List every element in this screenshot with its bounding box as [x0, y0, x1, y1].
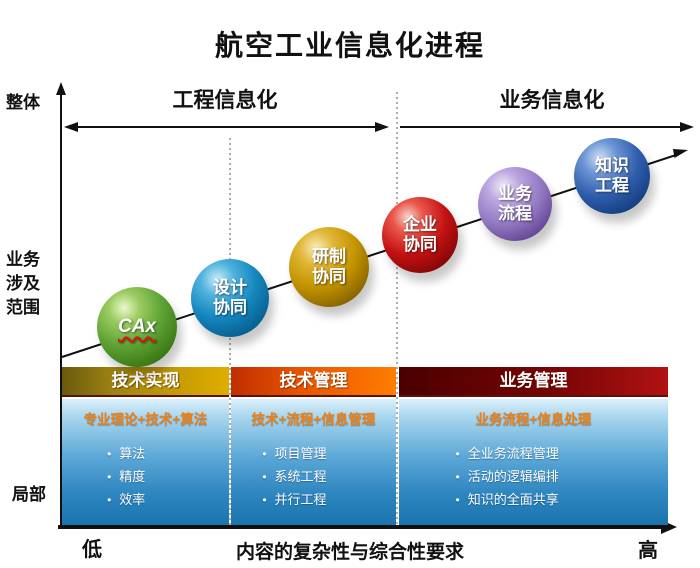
list-item-text: 知识的全面共享 [467, 492, 559, 507]
page-title: 航空工业信息化进程 [214, 30, 485, 61]
x-axis-title: 内容的复杂性与综合性要求 [235, 542, 464, 563]
engineering-span-arrow-left-icon [64, 122, 78, 132]
column-tech-management: 技术+流程+信息管理 • 项目管理 • 系统工程 • 并行工程 [231, 399, 396, 525]
list-item-text: 全业务流程管理 [467, 446, 559, 461]
bullet-icon: • [262, 447, 267, 461]
y-axis-arrow-up-icon [56, 82, 66, 95]
column-1-bullet-list: • 算法 • 精度 • 效率 [62, 443, 229, 508]
sphere-business-process: 业务 流程 [478, 167, 552, 241]
list-item: • 系统工程 [262, 466, 364, 485]
sphere-business-process-line2: 流程 [498, 204, 532, 223]
y-axis-label-middle-line1: 业务 [6, 250, 40, 269]
y-axis-label-middle-line2: 涉及 [6, 274, 40, 293]
list-item-text: 系统工程 [274, 469, 327, 484]
list-item-text: 项目管理 [274, 446, 327, 461]
column-1-header: 专业理论+技术+算法 [83, 412, 208, 427]
column-business-management: 业务流程+信息处理 • 全业务流程管理 • 活动的逻辑编排 • 知识的全面共享 [399, 399, 668, 525]
y-axis-label-middle-line3: 范围 [6, 298, 40, 317]
list-item: • 项目管理 [262, 443, 364, 462]
sphere-knowledge-engineering: 知识 工程 [574, 138, 650, 214]
column-2-bullet-list: • 项目管理 • 系统工程 • 并行工程 [231, 443, 396, 508]
engineering-span-arrow-right-icon [375, 122, 389, 132]
y-axis-label-middle: 业务 涉及 范围 [6, 248, 56, 320]
sphere-knowledge-line2: 工程 [595, 176, 629, 195]
list-item-text: 算法 [119, 446, 146, 461]
x-axis-label-low: 低 [82, 539, 102, 561]
column-2-header: 技术+流程+信息管理 [251, 412, 376, 427]
list-item: • 效率 [107, 489, 184, 508]
bullet-icon: • [262, 470, 267, 484]
list-item: • 精度 [107, 466, 184, 485]
sphere-enterprise-line2: 协同 [403, 235, 437, 254]
sphere-cax-label: CAx [117, 315, 156, 337]
list-item: • 并行工程 [262, 489, 364, 508]
list-item: • 全业务流程管理 [455, 443, 611, 462]
band-business-management: 业务管理 [399, 367, 668, 397]
section-header-engineering: 工程信息化 [172, 89, 278, 112]
sphere-development-collaboration: 研制 协同 [289, 227, 369, 307]
bullet-icon: • [107, 493, 112, 507]
sphere-enterprise-collaboration: 企业 协同 [382, 197, 458, 273]
sphere-development-line2: 协同 [312, 267, 346, 286]
column-3-bullet-list: • 全业务流程管理 • 活动的逻辑编排 • 知识的全面共享 [399, 443, 668, 508]
column-3-header: 业务流程+信息处理 [475, 412, 592, 427]
column-tech-implementation: 专业理论+技术+算法 • 算法 • 精度 • 效率 [62, 399, 229, 525]
bullet-icon: • [455, 470, 460, 484]
sphere-design-line1: 设计 [213, 277, 247, 297]
list-item-text: 精度 [119, 469, 146, 484]
band-tech-management: 技术管理 [231, 367, 396, 397]
sphere-design-line2: 协同 [213, 298, 247, 317]
y-axis-label-top: 整体 [6, 93, 40, 112]
x-axis-label-high: 高 [638, 540, 658, 562]
sphere-business-process-line1: 业务 [498, 183, 532, 203]
bullet-icon: • [107, 447, 112, 461]
list-item: • 算法 [107, 443, 184, 462]
band-tech-implementation: 技术实现 [62, 367, 229, 397]
progression-arrow-icon [673, 149, 688, 158]
bullet-icon: • [262, 493, 267, 507]
list-item: • 知识的全面共享 [455, 489, 611, 508]
section-header-business: 业务信息化 [499, 89, 605, 112]
sphere-design-collaboration: 设计 协同 [191, 259, 269, 337]
list-item: • 活动的逻辑编排 [455, 466, 611, 485]
list-item-text: 活动的逻辑编排 [467, 469, 559, 484]
sphere-development-line1: 研制 [312, 246, 346, 266]
business-span-arrow-right-icon [680, 122, 694, 132]
sphere-enterprise-line1: 企业 [403, 214, 437, 234]
bullet-icon: • [455, 447, 460, 461]
bullet-icon: • [107, 470, 112, 484]
y-axis-label-bottom: 局部 [12, 485, 46, 504]
list-item-text: 并行工程 [274, 492, 327, 507]
sphere-knowledge-line1: 知识 [595, 155, 629, 175]
list-item-text: 效率 [119, 492, 146, 507]
sphere-cax: CAx [97, 287, 177, 367]
bullet-icon: • [455, 493, 460, 507]
